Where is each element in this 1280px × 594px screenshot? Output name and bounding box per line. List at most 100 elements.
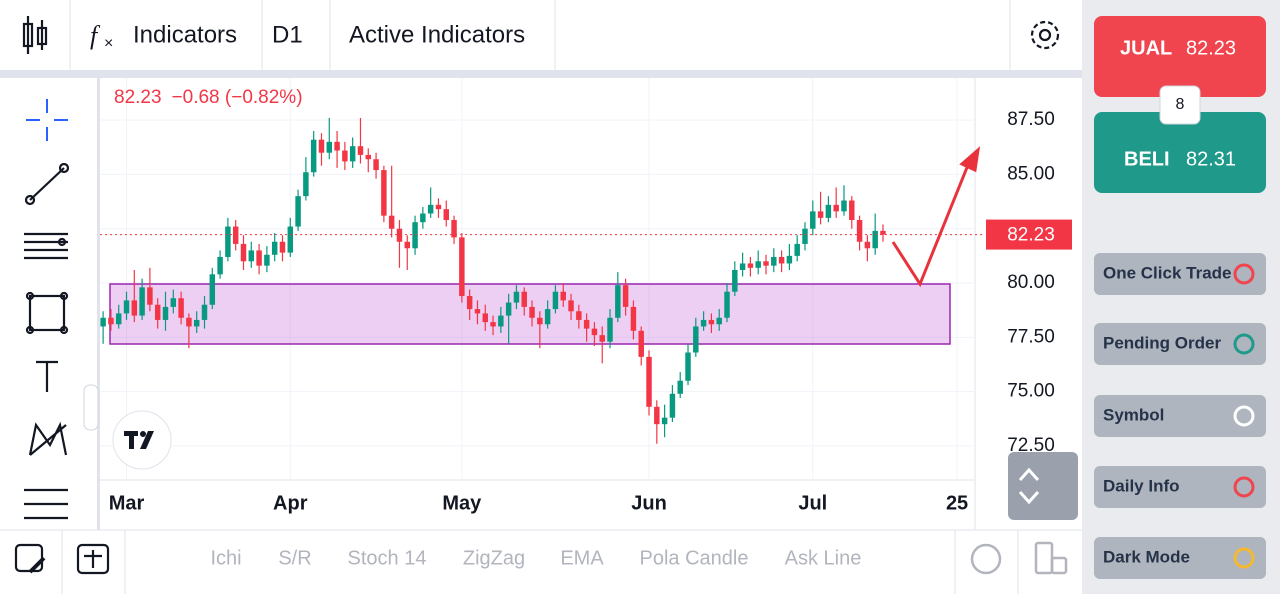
change: −0.68 (−0.82%) xyxy=(172,87,303,108)
candle-body xyxy=(685,352,691,381)
settings-tool[interactable] xyxy=(24,488,68,520)
indicator-shortcut[interactable]: EMA xyxy=(560,547,604,569)
side-button[interactable] xyxy=(1094,466,1266,508)
candle-body xyxy=(186,317,192,327)
candle-body xyxy=(443,209,449,221)
candle-body xyxy=(560,291,566,301)
candle-body xyxy=(139,287,145,316)
candle-body xyxy=(856,220,863,242)
x-tick-label: 25 xyxy=(946,492,968,514)
candle-body xyxy=(342,150,348,162)
candle-body xyxy=(466,296,473,310)
y-tick-label: 87.50 xyxy=(1007,109,1055,130)
candle-body xyxy=(654,406,660,425)
text-tool[interactable] xyxy=(36,360,58,392)
indicator-shortcut[interactable]: S/R xyxy=(278,547,311,569)
toolbar: f × Indicators D1 Active Indicators xyxy=(22,0,1060,70)
indicator-shortcut[interactable]: Ask Line xyxy=(785,547,862,569)
candle-body xyxy=(427,204,434,214)
x-tick-label: Mar xyxy=(109,492,145,514)
x-tick-label: Jun xyxy=(631,492,667,514)
sell-label: JUAL xyxy=(1120,37,1172,59)
candle-body xyxy=(810,211,816,229)
indicator-shortcut[interactable]: ZigZag xyxy=(463,547,525,569)
timeframe-button[interactable]: D1 xyxy=(272,21,303,48)
buy-price: 82.31 xyxy=(1186,148,1236,170)
candle-body xyxy=(864,241,871,249)
candle-body xyxy=(568,300,574,312)
candle-body xyxy=(279,241,286,253)
line-tool[interactable] xyxy=(24,162,70,206)
candle-body xyxy=(880,230,886,235)
x-tick-label: Apr xyxy=(273,492,308,514)
side-button-icon xyxy=(1233,547,1255,569)
y-tick-label: 80.00 xyxy=(1007,272,1055,293)
last-price-tag xyxy=(986,219,1072,250)
candle-body xyxy=(256,250,262,266)
candle-body xyxy=(209,274,216,305)
side-button[interactable] xyxy=(1094,395,1266,437)
side-button[interactable] xyxy=(1094,253,1266,295)
indicator-shortcut[interactable]: Ichi xyxy=(210,547,241,569)
side-button[interactable] xyxy=(1094,537,1266,579)
refresh-icon[interactable] xyxy=(970,543,1002,575)
candle-body xyxy=(747,263,754,268)
candle-body xyxy=(825,204,832,218)
sell-button[interactable]: JUAL 82.23 xyxy=(1094,16,1266,97)
candle-body xyxy=(833,204,839,212)
candle-body xyxy=(248,250,255,262)
candle-body xyxy=(459,237,465,297)
candle-body xyxy=(576,311,582,320)
candle-body xyxy=(287,226,294,253)
layout-icon[interactable] xyxy=(1034,541,1068,575)
candle-body xyxy=(264,254,270,266)
candle-body xyxy=(677,380,683,394)
logo xyxy=(112,410,172,470)
buy-button[interactable]: BELI 82.31 xyxy=(1094,112,1266,193)
side-button-label: Symbol xyxy=(1103,405,1164,424)
forecast-arrow xyxy=(891,146,981,288)
x-tick-label: May xyxy=(442,492,482,514)
divider xyxy=(0,70,1082,78)
drawing-tools xyxy=(24,99,99,520)
indicators-button[interactable]: Indicators xyxy=(133,21,237,48)
candle-icon[interactable] xyxy=(22,16,48,54)
crosshair-tool[interactable] xyxy=(26,99,68,141)
price-header: 82.23 −0.68 (−0.82%) xyxy=(114,87,303,108)
active-indicators-button[interactable]: Active Indicators xyxy=(349,21,525,48)
candle-body xyxy=(490,322,496,327)
candle-body xyxy=(693,326,699,353)
candle-body xyxy=(100,317,106,327)
settings-icon[interactable] xyxy=(1030,20,1060,50)
side-button-label: Pending Order xyxy=(1103,333,1221,352)
candle-body xyxy=(349,146,356,162)
candle-body xyxy=(474,309,481,314)
draw-toggle[interactable] xyxy=(14,543,46,574)
candle-body xyxy=(482,313,488,323)
candle-body xyxy=(591,328,598,336)
y-tick-label: 77.50 xyxy=(1007,326,1055,347)
candle-body xyxy=(622,285,629,307)
indicator-shortcut[interactable]: Pola Candle xyxy=(640,547,749,569)
fib-tool[interactable] xyxy=(24,232,68,260)
candle-body xyxy=(817,211,824,218)
candle-body xyxy=(607,317,613,342)
price: 82.23 xyxy=(114,87,162,108)
indicator-shortcut[interactable]: Stoch 14 xyxy=(348,547,427,569)
pattern-tool[interactable] xyxy=(28,421,68,456)
candle-body xyxy=(310,139,317,173)
chart: 82.23 −0.68 (−0.82%) xyxy=(100,78,1078,530)
candle-body xyxy=(217,256,223,275)
side-button[interactable] xyxy=(1094,323,1266,365)
rectangle-tool[interactable] xyxy=(25,291,69,335)
candle-body xyxy=(201,304,208,320)
candle-body xyxy=(646,356,652,407)
collapse-handle[interactable] xyxy=(83,384,99,431)
lot-box[interactable] xyxy=(1159,85,1201,125)
candle-body xyxy=(396,228,403,242)
candle-body xyxy=(170,298,177,307)
scroll-button[interactable] xyxy=(1008,452,1078,520)
calculator-icon[interactable] xyxy=(76,543,110,575)
